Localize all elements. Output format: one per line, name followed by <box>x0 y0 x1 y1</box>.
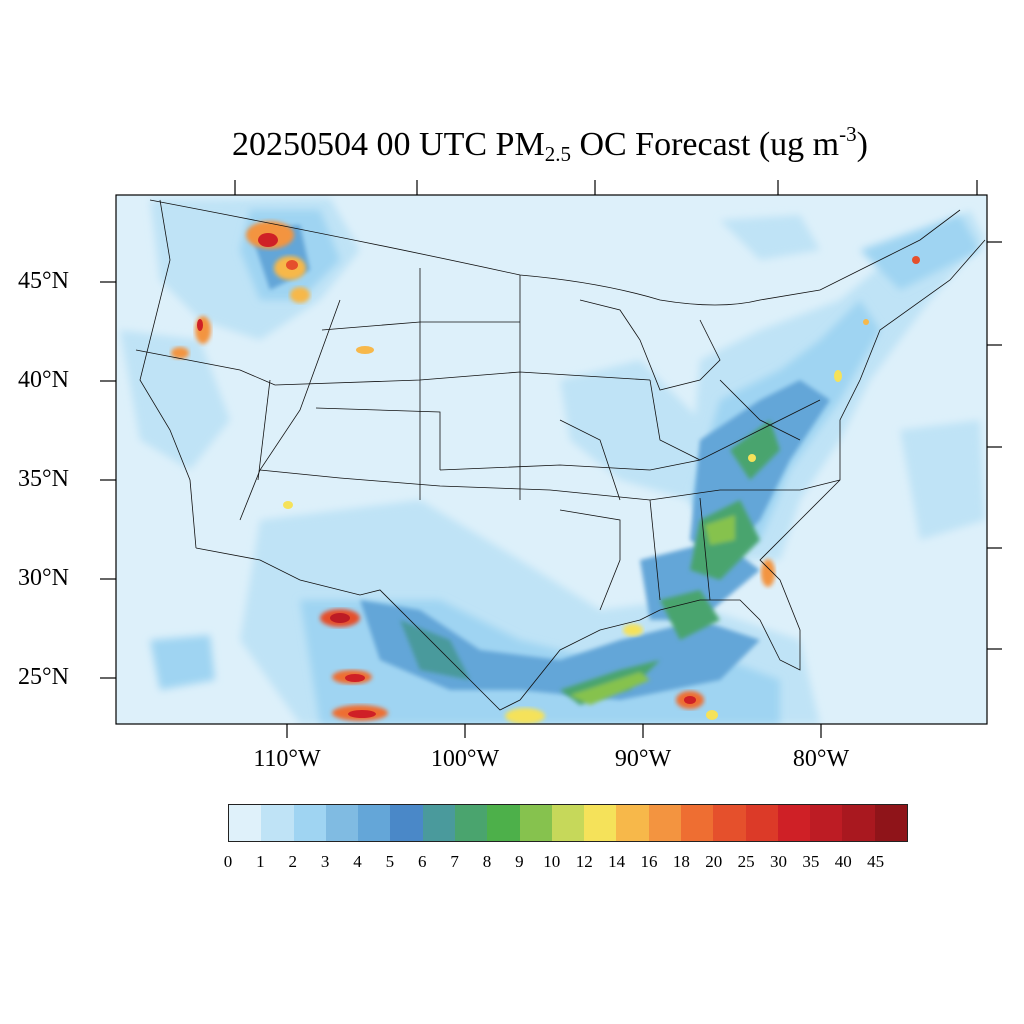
colorbar-swatch <box>390 805 423 841</box>
colorbar-swatch <box>874 805 907 841</box>
colorbar-swatch <box>519 805 552 841</box>
colorbar-swatch <box>261 805 294 841</box>
colorbar-swatch <box>422 805 455 841</box>
colorbar-label: 25 <box>737 852 755 871</box>
lon-label-90w: 90°W <box>614 746 672 772</box>
colorbar-swatch <box>293 805 326 841</box>
lat-label-40n: 40°N <box>18 367 69 393</box>
colorbar-label: 30 <box>769 852 787 871</box>
colorbar-label: 14 <box>608 852 626 871</box>
colorbar-label: 20 <box>705 852 723 871</box>
colorbar-label: 35 <box>802 852 820 871</box>
colorbar-swatch <box>810 805 843 841</box>
colorbar-label: 6 <box>418 852 427 871</box>
map-frame <box>115 194 988 725</box>
tick-marks <box>100 180 1002 738</box>
colorbar-label: 45 <box>867 852 885 871</box>
colorbar-swatch <box>454 805 488 841</box>
colorbar <box>228 804 908 842</box>
hotspots <box>171 221 920 724</box>
colorbar-swatch <box>584 805 617 841</box>
colorbar-swatch <box>680 805 714 841</box>
colorbar-label: 0 <box>223 852 233 871</box>
lat-label-45n: 45°N <box>18 268 69 294</box>
colorbar-swatch <box>487 805 520 841</box>
lat-label-35n: 35°N <box>18 466 69 492</box>
lat-label-25n: 25°N <box>18 664 69 690</box>
colorbar-swatch <box>745 805 778 841</box>
lon-label-110w: 110°W <box>253 746 321 772</box>
colorbar-label: 40 <box>834 852 852 871</box>
colorbar-label: 12 <box>575 852 593 871</box>
lon-label-80w: 80°W <box>792 746 850 772</box>
lat-label-30n: 30°N <box>18 565 69 591</box>
concentration-elevated <box>400 420 780 705</box>
colorbar-swatch <box>325 805 359 841</box>
colorbar-label: 1 <box>256 852 265 871</box>
colorbar-swatch <box>777 805 811 841</box>
colorbar-label: 16 <box>640 852 658 871</box>
colorbar-label: 5 <box>385 852 395 871</box>
colorbar-swatch <box>551 805 585 841</box>
colorbar-swatch <box>648 805 681 841</box>
colorbar-label: 9 <box>515 852 524 871</box>
colorbar-swatch <box>358 805 391 841</box>
colorbar-label: 7 <box>450 852 459 871</box>
boundaries <box>135 199 986 711</box>
colorbar-label: 10 <box>543 852 561 871</box>
lon-label-100w: 100°W <box>430 746 500 772</box>
colorbar-swatch <box>842 805 875 841</box>
colorbar-swatch <box>713 805 746 841</box>
colorbar-label: 18 <box>672 852 690 871</box>
colorbar-label: 3 <box>320 852 330 871</box>
colorbar-swatch <box>616 805 649 841</box>
map-title: 20250504 00 UTC PM2.5 OC Forecast (ug m-… <box>232 122 868 166</box>
colorbar-label: 4 <box>353 852 362 871</box>
colorbar-label: 2 <box>288 852 298 871</box>
colorbar-label: 8 <box>482 852 492 871</box>
colorbar-swatch <box>229 805 262 841</box>
